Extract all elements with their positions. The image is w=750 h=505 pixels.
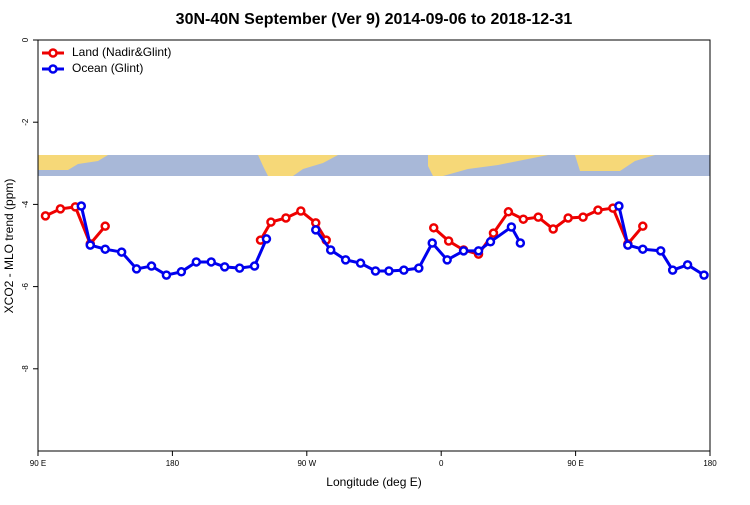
data-point bbox=[176, 267, 187, 277]
y-tick-label: -6 bbox=[21, 282, 30, 290]
x-tick-label: 90 E bbox=[567, 459, 583, 468]
data-point bbox=[503, 207, 514, 217]
data-point bbox=[623, 240, 633, 250]
data-point bbox=[234, 263, 245, 273]
data-point bbox=[428, 223, 439, 233]
data-point bbox=[563, 213, 573, 223]
data-point bbox=[100, 244, 110, 254]
data-point bbox=[206, 257, 216, 267]
legend-label: Land (Nadir&Glint) bbox=[72, 45, 171, 59]
chart-title: 30N-40N September (Ver 9) 2014-09-06 to … bbox=[176, 11, 573, 28]
y-tick-label: -2 bbox=[21, 118, 30, 126]
legend-label: Ocean (Glint) bbox=[72, 61, 143, 75]
data-point bbox=[40, 211, 51, 221]
plot-frame bbox=[37, 39, 711, 452]
data-point bbox=[488, 228, 499, 238]
data-point bbox=[161, 270, 172, 280]
x-tick-label: 90 E bbox=[30, 459, 46, 468]
x-tick-label: 90 W bbox=[297, 459, 316, 468]
data-point bbox=[427, 238, 437, 248]
data-point bbox=[667, 265, 678, 275]
data-point bbox=[85, 240, 96, 250]
data-point bbox=[384, 266, 394, 276]
data-point bbox=[518, 214, 529, 224]
data-point bbox=[655, 246, 666, 256]
legend: Land (Nadir&Glint) Ocean (Glint) bbox=[42, 45, 171, 75]
data-point bbox=[340, 255, 351, 265]
x-tick-label: 0 bbox=[439, 459, 444, 468]
data-point bbox=[131, 264, 142, 274]
data-point bbox=[485, 237, 496, 247]
data-point bbox=[442, 255, 452, 265]
data-point bbox=[593, 205, 603, 215]
data-point bbox=[249, 261, 260, 271]
data-point bbox=[533, 212, 544, 222]
y-tick-label: 0 bbox=[21, 37, 30, 42]
data-point bbox=[548, 224, 558, 234]
data-point bbox=[370, 266, 381, 276]
data-point bbox=[506, 222, 517, 232]
data-point bbox=[414, 263, 424, 273]
data-point bbox=[55, 204, 66, 214]
legend-marker bbox=[48, 48, 58, 58]
series-line bbox=[44, 205, 107, 247]
data-point bbox=[699, 270, 709, 280]
y-tick-label: -8 bbox=[21, 365, 30, 373]
data-point bbox=[266, 217, 276, 227]
data-point bbox=[458, 246, 469, 256]
data-point bbox=[473, 246, 484, 256]
data-point bbox=[281, 213, 291, 223]
x-axis-label: Longitude (deg E) bbox=[326, 475, 421, 489]
data-point bbox=[355, 258, 366, 268]
data-point bbox=[76, 201, 87, 211]
data-point bbox=[191, 257, 202, 267]
data-point bbox=[515, 238, 526, 248]
y-tick-label: -4 bbox=[21, 200, 30, 208]
y-axis-label: XCO2 - MLO trend (ppm) bbox=[2, 179, 16, 314]
data-point bbox=[682, 260, 693, 270]
data-point bbox=[325, 245, 336, 255]
x-tick-label: 180 bbox=[166, 459, 180, 468]
data-point bbox=[146, 261, 157, 271]
data-point bbox=[578, 212, 588, 222]
data-point bbox=[638, 221, 648, 231]
x-tick-label: 180 bbox=[703, 459, 717, 468]
data-point bbox=[311, 225, 321, 235]
data-point bbox=[614, 201, 624, 211]
legend-marker bbox=[48, 64, 58, 74]
map-band bbox=[38, 155, 710, 176]
data-point bbox=[100, 221, 110, 231]
data-point bbox=[296, 206, 306, 216]
data-point bbox=[219, 262, 230, 272]
data-point bbox=[638, 244, 648, 254]
data-point bbox=[399, 265, 409, 275]
data-point bbox=[443, 236, 454, 246]
data-point bbox=[116, 247, 127, 257]
data-point bbox=[261, 234, 272, 244]
